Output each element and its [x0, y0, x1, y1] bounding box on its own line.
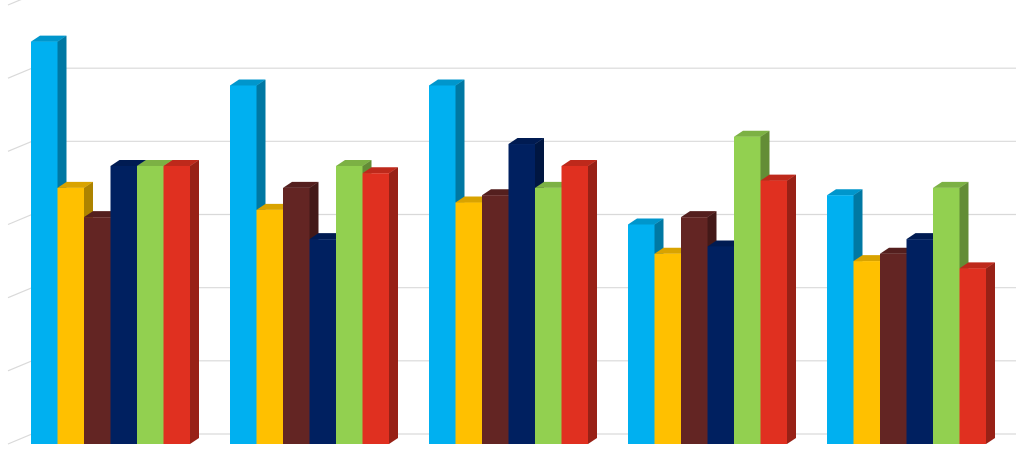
bar-top [760, 174, 796, 181]
bar-top [681, 211, 717, 218]
bar-front [256, 209, 283, 444]
bar-side [588, 159, 597, 444]
bar [362, 167, 398, 445]
bar-top [230, 79, 266, 86]
bar-front [137, 165, 164, 444]
bar [760, 174, 796, 444]
gridline [7, 67, 1016, 79]
bar-top [110, 159, 146, 166]
bar-front [362, 173, 389, 445]
bar-group [429, 79, 597, 444]
bar-front [707, 246, 734, 444]
bar-front [429, 85, 456, 444]
bar-front [628, 224, 655, 444]
bar [561, 159, 597, 444]
bar-front [283, 187, 310, 444]
bar-group [31, 35, 199, 444]
bar [163, 159, 199, 444]
bar-front [959, 268, 986, 444]
bar-front [455, 202, 482, 444]
bar-front [163, 165, 190, 444]
bar-top [628, 218, 664, 225]
bar-front [853, 261, 880, 444]
bar-top [734, 130, 770, 137]
bar-front [760, 180, 787, 444]
bar-front [230, 85, 257, 444]
gridline [7, 0, 22, 6]
bar-top [137, 159, 173, 166]
bar-front [681, 217, 708, 444]
bar-top [429, 79, 465, 86]
bar-front [933, 187, 960, 444]
bar-group [230, 79, 398, 445]
bar-top [31, 35, 67, 42]
bar-front [508, 144, 535, 444]
bars [31, 35, 995, 445]
bar-front [110, 165, 137, 444]
bar-front [734, 136, 761, 444]
bar-group [827, 181, 995, 444]
bar-front [482, 195, 509, 444]
bar-front [309, 239, 336, 444]
bar-front [561, 165, 588, 444]
bar-front [535, 187, 562, 444]
bar-side [389, 167, 398, 445]
bar-side [190, 159, 199, 444]
bar-side [986, 262, 995, 444]
bar-top [827, 189, 863, 196]
bar [959, 262, 995, 444]
bar-front [57, 187, 84, 444]
bar-top [362, 167, 398, 174]
bar-top [163, 159, 199, 166]
bar-top [959, 262, 995, 269]
bar-top [283, 181, 319, 188]
bar-side [787, 174, 796, 444]
bar-front [880, 253, 907, 444]
bar-front [906, 239, 933, 444]
bar-group [628, 130, 796, 444]
bar-top [57, 181, 93, 188]
bar-front [654, 253, 681, 444]
bar-top [933, 181, 969, 188]
bar-front [31, 41, 58, 444]
bar-front [84, 217, 111, 444]
bar-top [561, 159, 597, 166]
bar-front [336, 165, 363, 444]
bar-top [336, 159, 372, 166]
bar-front [827, 195, 854, 444]
bar-top [508, 138, 544, 145]
